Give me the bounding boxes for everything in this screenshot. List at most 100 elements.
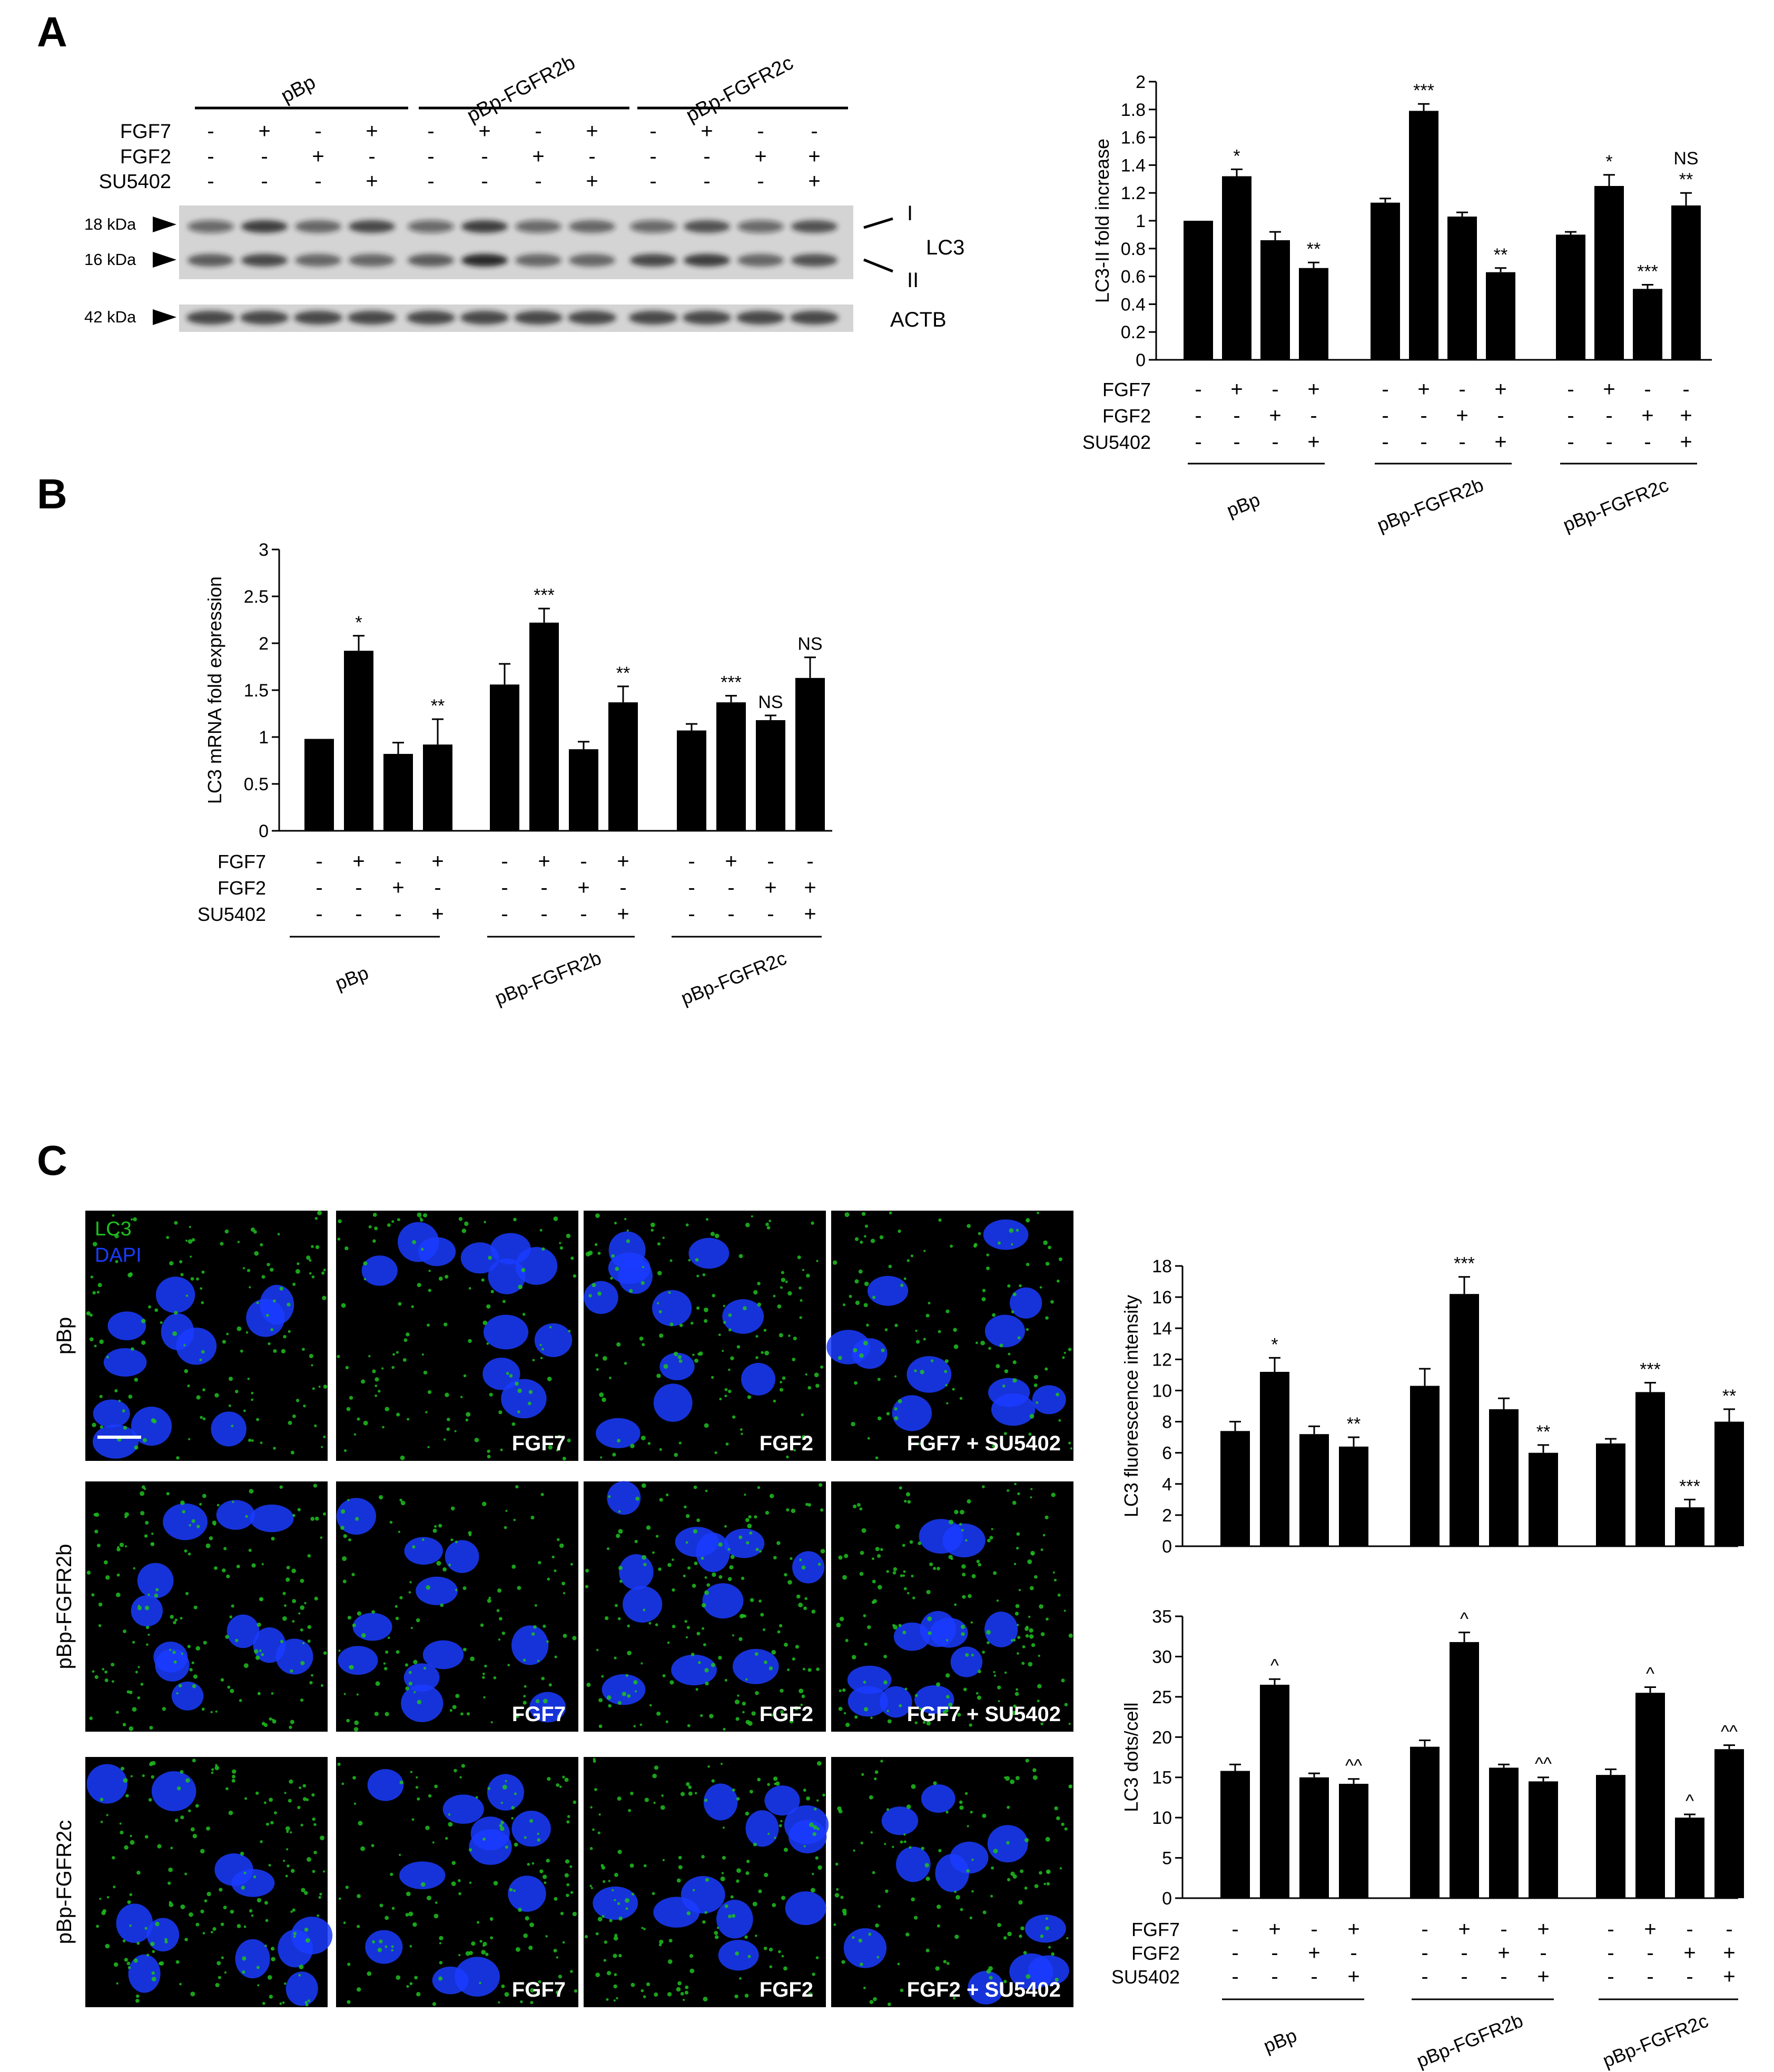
lc3-puncta: [520, 2000, 523, 2004]
lc3-puncta: [242, 1956, 247, 1961]
lc3-puncta: [614, 1656, 617, 1659]
lc3-puncta: [284, 1982, 287, 1985]
lc3-puncta: [531, 1862, 535, 1865]
lc3-puncta: [458, 1892, 461, 1896]
condition-sign: -: [1195, 404, 1201, 427]
lc3-puncta: [574, 1989, 578, 1993]
lc3-puncta: [267, 1975, 272, 1980]
lc3-puncta: [266, 1314, 269, 1317]
lc3-puncta: [114, 1234, 119, 1239]
lc3-puncta: [854, 1279, 859, 1284]
lc3-puncta: [834, 1893, 840, 1898]
lc3-puncta: [634, 1539, 638, 1544]
lc3-puncta: [867, 1437, 870, 1440]
lc3-puncta: [933, 1781, 937, 1785]
lc3-puncta: [190, 1827, 195, 1832]
lc3-puncta: [858, 1938, 863, 1943]
blot-condition-sign: -: [757, 120, 764, 143]
lc3-puncta: [395, 1616, 399, 1621]
condition-sign: +: [1494, 378, 1506, 401]
lc3-puncta: [461, 1229, 467, 1233]
lc3-puncta: [693, 1529, 698, 1534]
lc3-puncta: [923, 1250, 926, 1252]
lc3-puncta: [127, 1900, 131, 1904]
blot-group-label-pbp: pBp: [278, 71, 319, 107]
lc3-puncta: [1024, 1887, 1028, 1890]
lc3-puncta: [413, 1659, 418, 1665]
lc3-puncta: [105, 1575, 110, 1580]
significance-label: **: [1347, 1414, 1361, 1434]
lc3-puncta: [732, 1788, 735, 1792]
lc3-puncta: [545, 1935, 548, 1938]
lc3-puncta: [443, 1438, 446, 1441]
lc3-puncta: [568, 1330, 571, 1333]
micrograph-row-label: pBp-FGFR2c: [53, 1820, 76, 1945]
bar: [1596, 1443, 1625, 1546]
lc3-puncta: [562, 1457, 566, 1461]
blot-condition-sign: -: [207, 120, 214, 143]
significance-label: ***: [721, 673, 742, 693]
lc3-puncta: [720, 1876, 725, 1881]
bar: [1635, 1392, 1665, 1546]
condition-sign: -: [540, 876, 547, 899]
lc3-puncta: [1022, 1645, 1026, 1648]
bar: [1489, 1767, 1519, 1898]
lc3-puncta: [426, 1896, 431, 1901]
lc3-puncta: [722, 1826, 725, 1829]
blot-band-lc3-i: [630, 220, 676, 233]
group-label: pBp-FGFR2c: [1560, 474, 1671, 536]
lc3-puncta: [105, 1943, 110, 1949]
lc3-puncta: [685, 1985, 689, 1989]
lc3-puncta: [842, 1575, 847, 1580]
lc3-puncta: [466, 1412, 471, 1417]
lc3-puncta: [538, 1980, 541, 1983]
lc3-puncta: [692, 1584, 696, 1588]
lc3-puncta: [807, 1386, 812, 1390]
lc3-puncta: [646, 1982, 651, 1987]
lc3-puncta: [126, 1961, 131, 1966]
lc3-puncta: [201, 1707, 205, 1711]
lc3-puncta: [728, 1313, 732, 1317]
lc3-puncta: [149, 1725, 153, 1730]
lc3-puncta: [433, 1913, 439, 1919]
condition-sign: -: [1686, 1918, 1693, 1941]
lc3-puncta: [409, 1945, 412, 1948]
nucleus: [968, 1971, 1004, 2005]
lc3-puncta: [1056, 1279, 1060, 1283]
lc3-puncta: [698, 1351, 703, 1356]
lc3-puncta: [285, 1577, 290, 1582]
lc3-puncta: [174, 1311, 178, 1315]
lc3-puncta: [228, 1377, 233, 1381]
lc3-puncta: [764, 1872, 768, 1878]
lc3-puncta: [523, 1658, 526, 1662]
micrograph-image: FGF2: [584, 1481, 826, 1732]
lc3-puncta: [845, 1722, 850, 1727]
condition-sign: +: [725, 850, 737, 873]
lc3-puncta: [557, 1538, 560, 1541]
lc3-puncta: [98, 1624, 102, 1627]
blot-band-lc3-ii: [515, 254, 561, 267]
lc3-puncta: [92, 1242, 97, 1246]
lc3-puncta: [1037, 1211, 1040, 1214]
y-axis-title: LC3 dots/cell: [1120, 1702, 1142, 1812]
lc3-puncta: [428, 1794, 432, 1798]
lc3-puncta: [875, 1456, 879, 1460]
lc3-puncta: [226, 1332, 229, 1335]
bar: [569, 749, 598, 831]
lc3-puncta: [144, 1927, 147, 1930]
lc3-puncta: [307, 1999, 310, 2002]
significance-label: *: [355, 613, 362, 633]
condition-sign: -: [1567, 404, 1574, 427]
condition-sign: -: [316, 876, 322, 899]
blot-band-actb: [407, 311, 455, 325]
lc3-puncta: [542, 1874, 547, 1879]
blot-condition-sign: +: [586, 120, 598, 143]
lc3-puncta: [944, 1359, 949, 1363]
lc3-puncta: [690, 1321, 694, 1325]
blot-condition-sign: -: [481, 170, 488, 193]
lc3-puncta: [196, 1395, 201, 1400]
lc3-puncta: [530, 2001, 534, 2005]
lc3-puncta: [283, 1334, 287, 1339]
lc3-puncta: [592, 1828, 595, 1831]
lc3-puncta: [1017, 1492, 1020, 1496]
